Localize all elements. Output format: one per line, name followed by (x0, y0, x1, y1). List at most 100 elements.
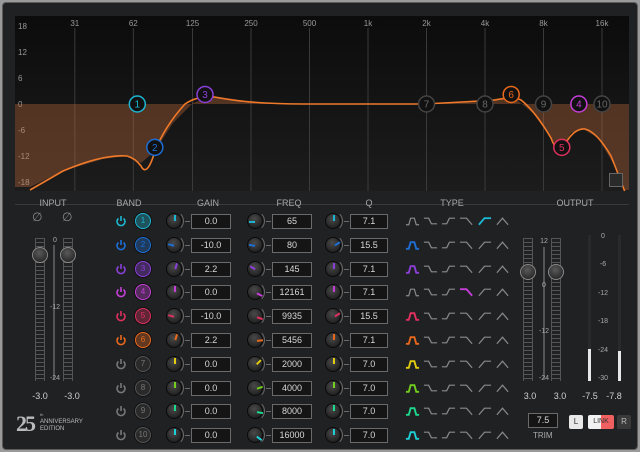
low-pass-type-icon[interactable] (459, 406, 474, 416)
bell-type-icon[interactable] (405, 335, 420, 345)
eq-graph[interactable]: 31621252505001k2k4k8k16k181260-6-12-18 1… (15, 16, 629, 191)
q-field[interactable]: 15.5 (350, 309, 388, 325)
freq-knob[interactable] (247, 403, 264, 420)
band-node-2[interactable]: 2 (146, 138, 164, 157)
low-shelf-type-icon[interactable] (423, 311, 438, 321)
input-fader-right-handle[interactable] (60, 247, 76, 263)
trim-field[interactable]: 7.5 (528, 413, 558, 428)
q-field[interactable]: 7.1 (350, 285, 388, 301)
gain-field[interactable]: -10.0 (191, 237, 231, 253)
q-knob[interactable] (325, 355, 341, 372)
gain-knob[interactable] (166, 308, 182, 325)
freq-field[interactable]: 8000 (272, 404, 312, 420)
q-field[interactable]: 7.1 (350, 214, 388, 229)
left-channel-button[interactable]: L (569, 415, 583, 429)
notch-type-icon[interactable] (495, 430, 510, 440)
freq-field[interactable]: 4000 (272, 380, 312, 396)
q-knob[interactable] (325, 379, 341, 396)
freq-field[interactable]: 2000 (272, 356, 312, 372)
freq-knob[interactable] (247, 236, 263, 253)
q-knob[interactable] (325, 403, 341, 420)
gain-knob[interactable] (166, 379, 182, 396)
bell-type-icon[interactable] (405, 264, 420, 274)
gain-field[interactable]: 0.0 (191, 428, 231, 444)
band-node-10[interactable]: 10 (593, 95, 611, 113)
band-select-button[interactable]: 10 (135, 427, 151, 444)
freq-field[interactable]: 12161 (272, 285, 312, 301)
gain-field[interactable]: 2.2 (191, 333, 231, 348)
band-node-4[interactable]: 4 (570, 95, 588, 113)
band-node-5[interactable]: 5 (553, 138, 571, 157)
band-select-button[interactable]: 5 (135, 308, 151, 325)
band-select-button[interactable]: 6 (135, 332, 151, 348)
high-shelf-type-icon[interactable] (441, 311, 456, 321)
low-pass-type-icon[interactable] (459, 216, 474, 226)
output-fader-left-track[interactable] (523, 238, 533, 381)
notch-type-icon[interactable] (495, 359, 510, 369)
band-node-6[interactable]: 6 (502, 85, 520, 104)
gain-field[interactable]: 2.2 (191, 261, 231, 277)
gain-knob[interactable] (166, 260, 182, 277)
output-fader-left-handle[interactable] (520, 264, 536, 280)
notch-type-icon[interactable] (495, 335, 510, 345)
q-field[interactable]: 15.5 (350, 237, 388, 253)
notch-type-icon[interactable] (495, 216, 510, 226)
low-pass-type-icon[interactable] (459, 264, 474, 274)
freq-field[interactable]: 65 (272, 214, 312, 229)
bell-type-icon[interactable] (405, 359, 420, 369)
high-shelf-type-icon[interactable] (441, 383, 456, 393)
gain-field[interactable]: 0.0 (191, 356, 231, 372)
high-pass-type-icon[interactable] (477, 240, 492, 250)
band-select-button[interactable]: 3 (135, 260, 151, 277)
bell-type-icon[interactable] (405, 383, 420, 393)
power-icon[interactable] (115, 358, 127, 370)
q-field[interactable]: 7.0 (350, 404, 388, 420)
freq-knob[interactable] (247, 260, 263, 277)
band-select-button[interactable]: 8 (135, 379, 151, 396)
q-knob[interactable] (325, 308, 341, 325)
notch-type-icon[interactable] (495, 240, 510, 250)
low-shelf-type-icon[interactable] (423, 359, 438, 369)
high-pass-type-icon[interactable] (477, 335, 492, 345)
gain-field[interactable]: 0.0 (191, 214, 231, 229)
bell-type-icon[interactable] (405, 406, 420, 417)
high-pass-type-icon[interactable] (477, 359, 492, 369)
bell-type-icon[interactable] (405, 430, 420, 440)
power-icon[interactable] (115, 239, 127, 251)
high-pass-type-icon[interactable] (477, 430, 492, 440)
high-pass-type-icon[interactable] (477, 264, 492, 274)
high-pass-type-icon[interactable] (477, 406, 492, 416)
phase-invert-left-icon[interactable]: ∅ (32, 210, 43, 224)
gain-knob[interactable] (166, 332, 182, 348)
bell-type-icon[interactable] (405, 216, 420, 226)
band-node-8[interactable]: 8 (476, 95, 494, 113)
power-icon[interactable] (115, 286, 127, 298)
power-icon[interactable] (115, 382, 127, 394)
fullscreen-icon[interactable] (609, 173, 623, 187)
band-select-button[interactable]: 7 (135, 355, 151, 372)
freq-field[interactable]: 80 (272, 237, 312, 253)
freq-knob[interactable] (247, 427, 263, 444)
low-pass-type-icon[interactable] (459, 359, 474, 369)
power-icon[interactable] (115, 429, 127, 441)
q-field[interactable]: 7.0 (350, 356, 388, 372)
q-knob[interactable] (325, 213, 341, 229)
gain-knob[interactable] (166, 284, 182, 301)
high-shelf-type-icon[interactable] (441, 264, 456, 274)
notch-type-icon[interactable] (495, 287, 510, 297)
input-fader-left-handle[interactable] (32, 247, 48, 263)
output-fader-right-track[interactable] (551, 238, 561, 381)
band-node-3[interactable]: 3 (196, 85, 214, 104)
low-pass-type-icon[interactable] (459, 383, 474, 393)
gain-knob[interactable] (166, 427, 182, 444)
q-field[interactable]: 7.0 (350, 380, 388, 396)
freq-knob[interactable] (247, 308, 263, 325)
high-shelf-type-icon[interactable] (441, 240, 456, 250)
high-shelf-type-icon[interactable] (441, 335, 456, 345)
notch-type-icon[interactable] (495, 264, 510, 274)
low-shelf-type-icon[interactable] (423, 240, 438, 250)
band-node-9[interactable]: 9 (534, 95, 553, 113)
input-fader-left-track[interactable] (35, 238, 45, 381)
low-pass-type-icon[interactable] (459, 311, 474, 321)
freq-field[interactable]: 5456 (272, 333, 312, 348)
